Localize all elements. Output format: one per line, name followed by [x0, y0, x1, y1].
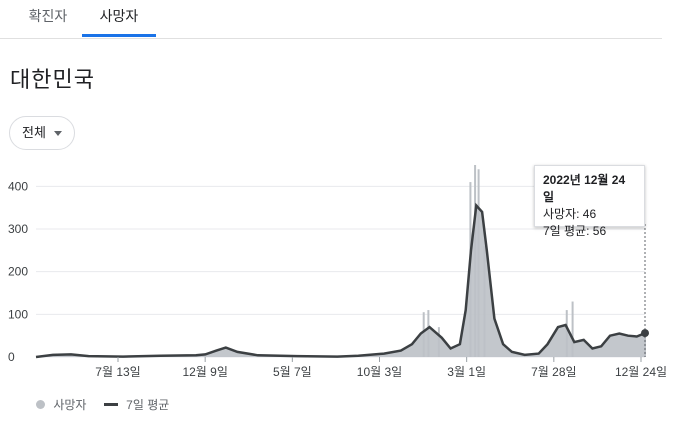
x-tick-label: 12월 24일 — [615, 365, 667, 379]
y-tick-label: 100 — [8, 307, 28, 321]
daily-deaths-bar — [571, 301, 574, 357]
y-tick-label: 0 — [8, 350, 15, 364]
x-tick-label: 7월 28일 — [531, 365, 576, 379]
average-line — [35, 202, 646, 359]
chart-tooltip: 2022년 12월 24일 사망자: 46 7일 평균: 56 — [534, 165, 645, 238]
region-title: 대한민국 — [10, 67, 95, 92]
tooltip-deaths: 사망자: 46 — [543, 207, 597, 221]
x-tick-label: 3월 1일 — [447, 365, 486, 379]
selected-tab-indicator — [82, 34, 156, 37]
range-dropdown-label: 전체 — [22, 125, 46, 140]
legend-bars-label: 사망자 — [53, 398, 87, 412]
legend-bar-swatch-icon — [36, 400, 45, 409]
chart-legend: 사망자 7일 평균 — [36, 396, 169, 413]
dropdown-caret-icon — [54, 131, 62, 136]
x-tick-label: 5월 7일 — [273, 365, 312, 379]
deaths-chart[interactable]: 0 100 200 300 400 7월 13일 12월 9일 5월 7일 10월 3일 3월 … — [0, 150, 677, 390]
tab-bar: 확진자 사망자 — [0, 0, 662, 39]
tab-confirmed[interactable]: 확진자 — [28, 8, 68, 24]
range-dropdown[interactable]: 전체 — [9, 116, 75, 150]
x-tick-label: 7월 13일 — [95, 365, 140, 379]
tooltip-date: 2022년 12월 24일 — [543, 173, 626, 204]
tooltip-average: 7일 평균: 56 — [543, 224, 607, 238]
y-tick-label: 200 — [8, 265, 28, 279]
hover-point — [641, 329, 649, 338]
legend-line-swatch-icon — [103, 403, 118, 406]
average-area — [36, 205, 645, 357]
legend-line-label: 7일 평균 — [126, 398, 170, 412]
tab-deaths[interactable]: 사망자 — [99, 8, 139, 24]
y-tick-label: 400 — [8, 179, 28, 193]
x-tick-label: 12월 9일 — [182, 365, 227, 379]
y-tick-label: 300 — [8, 222, 28, 236]
x-tick-label: 10월 3일 — [357, 365, 402, 379]
